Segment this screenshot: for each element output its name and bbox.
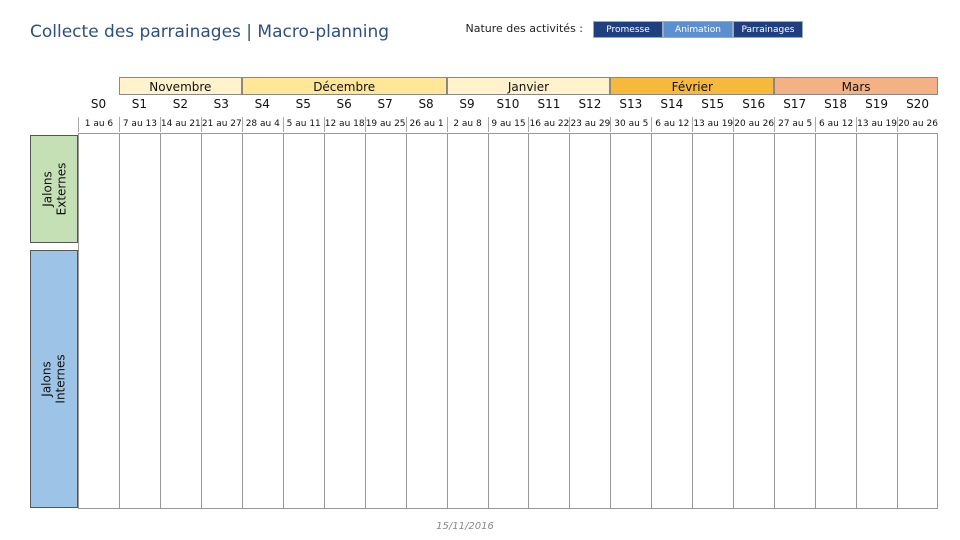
grid-column: [692, 133, 734, 509]
week-label: S2: [172, 97, 188, 111]
week-dates: 7 au 13: [118, 117, 160, 132]
grid-column: [733, 133, 775, 509]
grid-column: [569, 133, 611, 509]
week-dates: 12 au 18: [323, 117, 365, 132]
legend-item: Parrainages: [733, 21, 803, 38]
week-label: S16: [742, 97, 766, 111]
week-dates: 13 au 19: [692, 117, 733, 132]
month-header: Novembre: [118, 77, 242, 95]
week-label: S0: [90, 97, 107, 111]
week-dates: 30 au 5: [610, 117, 651, 132]
grid-column: [364, 133, 406, 509]
week-label: S14: [660, 97, 684, 111]
month-header: Janvier: [446, 77, 611, 95]
week-dates: 6 au 12: [651, 117, 692, 132]
legend-item: Promesse: [593, 21, 663, 38]
week-label: S10: [496, 97, 520, 111]
week-label: S15: [701, 97, 725, 111]
week-dates: 2 au 8: [446, 117, 488, 132]
side-label: Jalons Externes: [30, 135, 78, 243]
week-label: S6: [336, 97, 352, 111]
week-label: S8: [418, 97, 434, 111]
month-header: Mars: [774, 77, 938, 95]
grid-column: [487, 133, 529, 509]
week-label: S18: [824, 97, 848, 111]
grid-column: [200, 133, 242, 509]
week-dates: 21 au 27: [200, 117, 242, 132]
grid-column: [241, 133, 283, 509]
week-dates: 23 au 29: [569, 117, 610, 132]
week-dates: 13 au 19: [856, 117, 897, 132]
week-dates: 19 au 25: [364, 117, 406, 132]
week-dates: 14 au 21: [159, 117, 201, 132]
month-header: Décembre: [241, 77, 447, 95]
week-dates: 9 au 15: [487, 117, 529, 132]
title: Collecte des parrainages | Macro-plannin…: [30, 22, 390, 42]
side-label: Jalons Internes: [30, 250, 78, 508]
grid-column: [651, 133, 693, 509]
month-header: Février: [610, 77, 775, 95]
grid-column: [446, 133, 488, 509]
week-label: S17: [783, 97, 807, 111]
week-label: S19: [865, 97, 888, 111]
week-dates: 5 au 11: [282, 117, 324, 132]
week-dates: 26 au 1: [405, 117, 447, 132]
legend-label: Nature des activités :: [465, 22, 583, 35]
side-label-text: Jalons Externes: [40, 162, 69, 216]
footer-date: 15/11/2016: [436, 521, 494, 532]
grid-column: [118, 133, 160, 509]
week-dates: 1 au 6: [78, 117, 119, 132]
week-label: S20: [906, 97, 929, 111]
week-label: S4: [254, 97, 270, 111]
side-label-text: Jalons Internes: [40, 354, 68, 404]
week-label: S11: [537, 97, 561, 111]
grid-column: [610, 133, 652, 509]
week-label: S9: [459, 97, 475, 111]
grid-column: [282, 133, 324, 509]
week-label: S13: [619, 97, 643, 111]
week-label: S12: [578, 97, 602, 111]
week-label: S3: [213, 97, 229, 111]
grid-column: [405, 133, 447, 509]
week-dates: 6 au 12: [815, 117, 856, 132]
grid-column: [159, 133, 201, 509]
grid-column: [815, 133, 857, 509]
grid-column: [897, 133, 938, 509]
week-label: S7: [377, 97, 393, 111]
grid-column: [774, 133, 816, 509]
week-dates: 27 au 5: [774, 117, 815, 132]
grid-column: [323, 133, 365, 509]
grid-column: [856, 133, 898, 509]
week-dates: 16 au 22: [528, 117, 569, 132]
week-dates: 20 au 26: [733, 117, 774, 132]
legend-item: Animation: [663, 21, 733, 38]
week-dates: 20 au 26: [897, 117, 938, 132]
week-label: S1: [131, 97, 148, 111]
grid-column: [78, 133, 119, 509]
week-dates: 28 au 4: [241, 117, 283, 132]
week-label: S5: [295, 97, 311, 111]
grid-column: [528, 133, 570, 509]
